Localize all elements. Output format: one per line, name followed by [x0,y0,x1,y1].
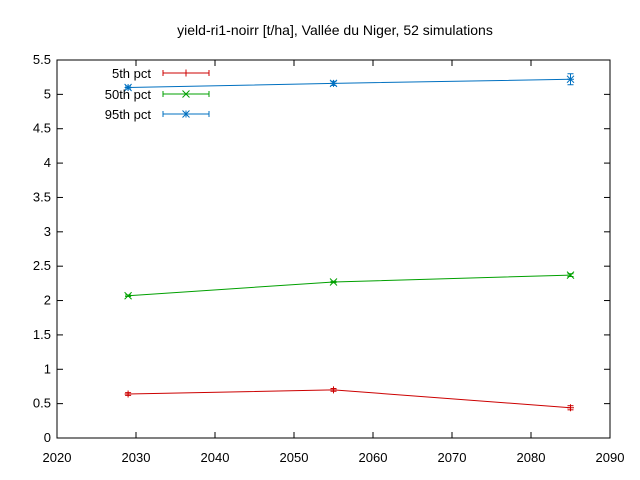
plot-area-frame [56,59,611,439]
axis-ticks: 0 0.5 1 1.5 2 2.5 3 3.5 4 4.5 5 5.5 2020 2030 2040 2050… [33,52,625,465]
x-tick-label: 2050 [280,450,309,465]
data-point-marker [329,79,338,88]
x-tick-label: 2090 [596,450,625,465]
y-tick-label: 4.5 [33,121,51,136]
data-point-marker [182,90,190,98]
series-layer [124,73,575,412]
data-point-marker [329,278,338,286]
y-tick-label: 0 [44,430,51,445]
data-point-marker [566,75,575,84]
y-tick-label: 1 [44,361,51,376]
legend-item: 50th pct [105,87,210,102]
x-tick-label: 2080 [517,450,546,465]
legend-item: 5th pct [112,66,210,81]
marker-stroke [182,110,190,118]
y-tick-label: 5.5 [33,52,51,67]
legend-label: 5th pct [112,66,151,81]
x-tick-label: 2060 [359,450,388,465]
data-point-marker [182,69,190,77]
legend-label: 95th pct [105,107,152,122]
x-tick-label: 2030 [122,450,151,465]
marker-stroke [329,278,338,286]
series-line [128,389,571,409]
legend: 5th pct 50th pct 95th pct [105,66,210,122]
data-point-marker [124,83,132,92]
marker-stroke [182,90,190,98]
data-point-marker [567,404,574,412]
y-tick-label: 4 [44,155,51,170]
series-line [128,274,571,297]
y-tick-label: 5 [44,86,51,101]
chart-title: yield-ri1-noirr [t/ha], Vallée du Niger,… [177,22,493,38]
legend-item: 95th pct [105,107,210,122]
x-tick-label: 2070 [438,450,467,465]
y-tick-label: 2 [44,293,51,308]
legend-label: 50th pct [105,87,152,102]
x-tick-label: 2040 [201,450,230,465]
x-tick-label: 2020 [43,450,72,465]
y-tick-label: 2.5 [33,258,51,273]
data-point-marker [566,271,575,279]
data-point-marker [124,291,132,300]
data-point-marker [182,110,190,118]
data-point-marker [124,390,132,398]
series-line [128,78,571,88]
data-point-marker [330,386,337,394]
y-tick-label: 0.5 [33,396,51,411]
marker-stroke [566,75,575,84]
marker-stroke [329,79,338,88]
marker-stroke [124,291,132,300]
y-tick-label: 1.5 [33,327,51,342]
y-tick-label: 3 [44,224,51,239]
marker-stroke [124,83,132,92]
marker-stroke [566,271,575,279]
y-tick-label: 3.5 [33,189,51,204]
